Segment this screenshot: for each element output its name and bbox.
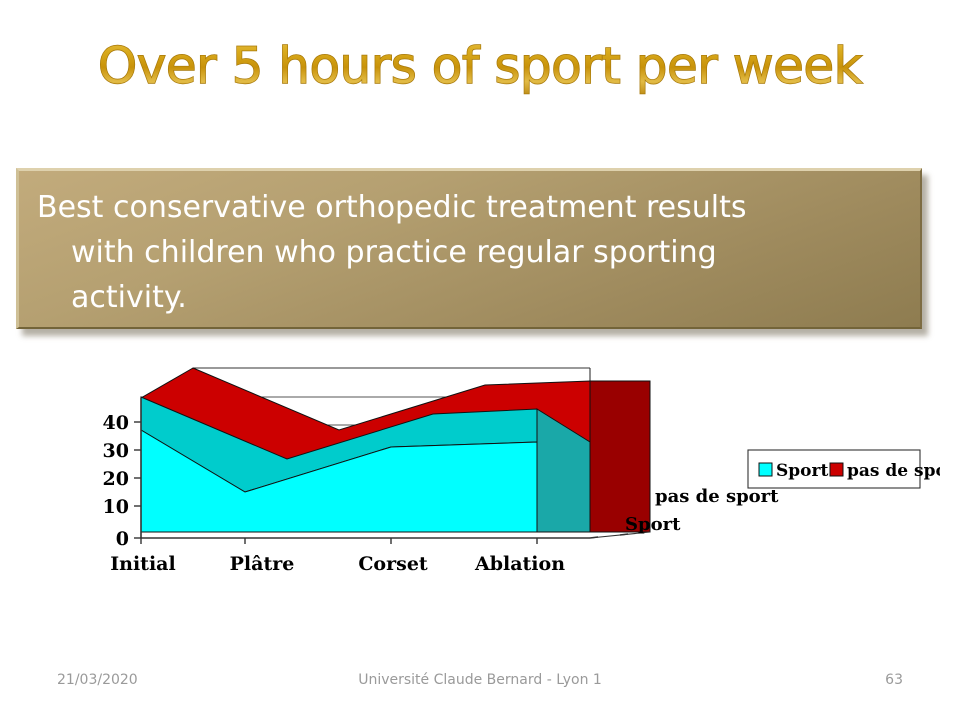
footer-institution: Université Claude Bernard - Lyon 1 xyxy=(358,672,602,688)
x-label-ablation: Ablation xyxy=(474,553,565,575)
chart-axes xyxy=(134,398,651,544)
legend-label-sport: Sport xyxy=(776,461,828,481)
x-label-initial: Initial xyxy=(110,553,175,575)
content-box-text: Best conservative orthopedic treatment r… xyxy=(37,185,887,320)
chart-3d-area[interactable]: 40 30 20 10 0 Initial Plâtre Corset Abla… xyxy=(60,352,940,602)
content-line-3: activity. xyxy=(71,280,187,315)
content-callout-box: Best conservative orthopedic treatment r… xyxy=(16,168,928,336)
x-label-platre: Plâtre xyxy=(230,553,295,575)
content-line-2: with children who practice regular sport… xyxy=(71,235,717,270)
footer-page-number: 63 xyxy=(885,672,903,688)
x-axis-category-labels: Initial Plâtre Corset Ablation xyxy=(110,553,565,575)
chart-legend[interactable]: Sport pas de sport xyxy=(747,449,940,489)
content-box-body: Best conservative orthopedic treatment r… xyxy=(16,168,922,329)
depth-label-pas-de-sport: pas de sport xyxy=(655,486,779,507)
y-tick-40: 40 xyxy=(103,412,129,434)
depth-label-sport: Sport xyxy=(625,514,681,535)
series-sport[interactable] xyxy=(140,396,591,533)
content-line-1: Best conservative orthopedic treatment r… xyxy=(37,190,747,225)
legend-label-pas-de-sport: pas de sport xyxy=(847,461,940,481)
y-tick-20: 20 xyxy=(103,468,129,490)
legend-box xyxy=(747,449,921,489)
sport-right-wall xyxy=(536,408,591,533)
page-title-outline: Over 5 hours of sport per week xyxy=(0,34,960,98)
y-tick-10: 10 xyxy=(103,496,129,518)
page-title: Over 5 hours of sport per week xyxy=(0,34,960,98)
pas-de-sport-right-wall xyxy=(589,380,651,533)
legend-swatch-pas-de-sport xyxy=(829,462,844,477)
depth-axis-labels: pas de sport Sport xyxy=(625,486,779,535)
slide-footer: 21/03/2020 Université Claude Bernard - L… xyxy=(0,672,960,702)
x-label-corset: Corset xyxy=(358,553,428,575)
y-tick-0: 0 xyxy=(116,528,129,550)
chart-canvas: 40 30 20 10 0 Initial Plâtre Corset Abla… xyxy=(103,367,940,575)
legend-swatch-sport xyxy=(758,462,773,477)
y-tick-30: 30 xyxy=(103,440,129,462)
footer-date: 21/03/2020 xyxy=(57,672,138,688)
y-axis-tick-labels: 40 30 20 10 0 xyxy=(103,412,129,550)
